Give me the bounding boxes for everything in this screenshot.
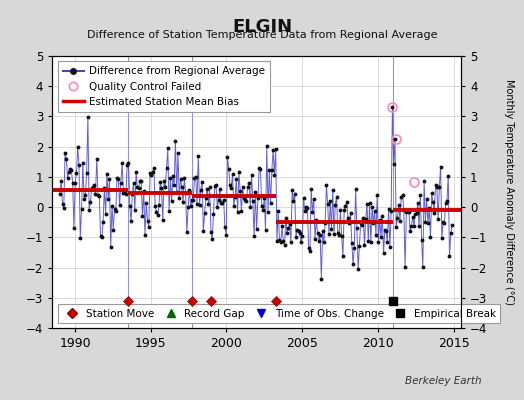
Legend: Station Move, Record Gap, Time of Obs. Change, Empirical Break: Station Move, Record Gap, Time of Obs. C… [58, 304, 500, 323]
Y-axis label: Monthly Temperature Anomaly Difference (°C): Monthly Temperature Anomaly Difference (… [504, 79, 514, 305]
Text: ELGIN: ELGIN [232, 18, 292, 36]
Text: Difference of Station Temperature Data from Regional Average: Difference of Station Temperature Data f… [87, 30, 437, 40]
Text: Berkeley Earth: Berkeley Earth [406, 376, 482, 386]
